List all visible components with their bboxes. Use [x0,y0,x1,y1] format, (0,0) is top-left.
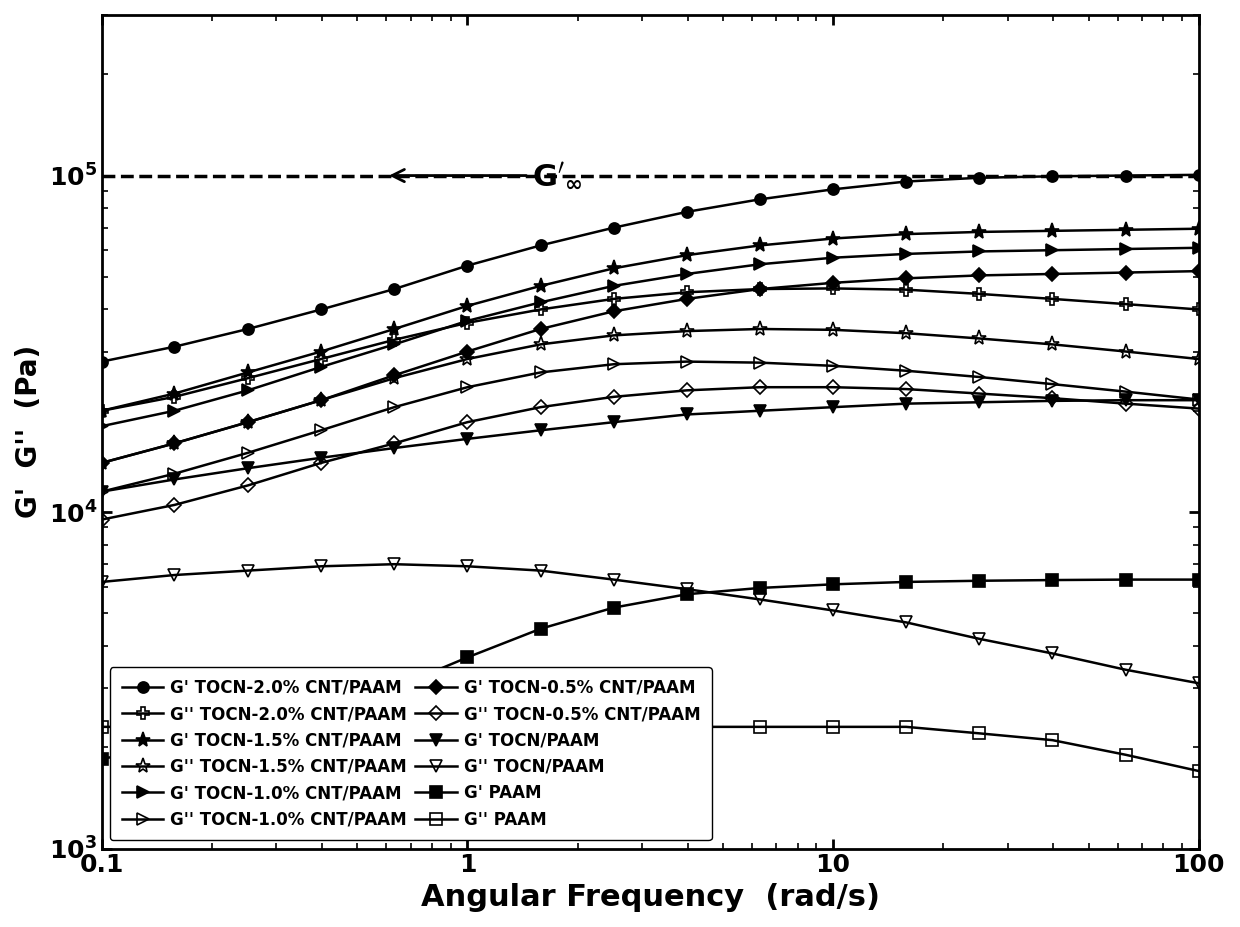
X-axis label: Angular Frequency  (rad/s): Angular Frequency (rad/s) [420,883,879,912]
Legend: G' TOCN-2.0% CNT/PAAM, G'' TOCN-2.0% CNT/PAAM, G' TOCN-1.5% CNT/PAAM, G'' TOCN-1: G' TOCN-2.0% CNT/PAAM, G'' TOCN-2.0% CNT… [110,667,712,840]
Y-axis label: G'  G''  (Pa): G' G'' (Pa) [15,345,43,518]
Text: $\mathbf{G'_{\infty}}$: $\mathbf{G'_{\infty}}$ [392,160,582,191]
